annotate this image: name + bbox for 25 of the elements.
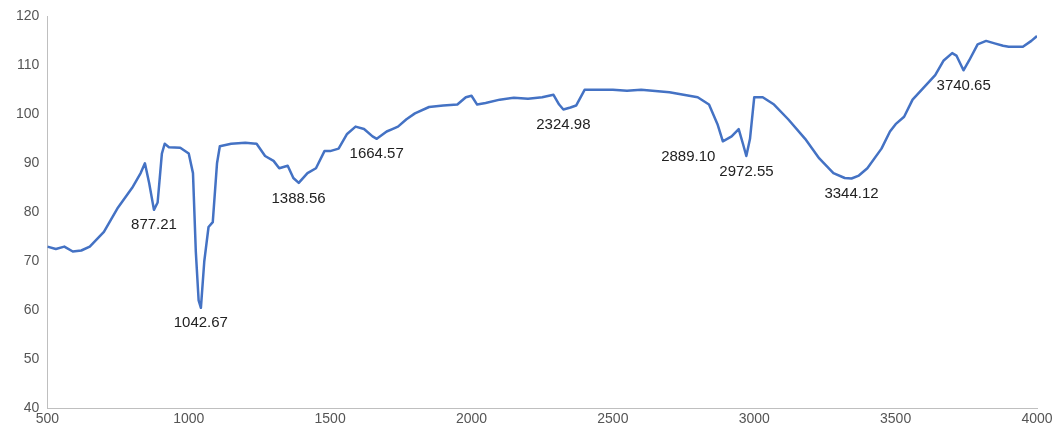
annotation: 2324.98 bbox=[536, 115, 591, 133]
x-tick-label: 2500 bbox=[597, 410, 629, 427]
annotation: 1042.67 bbox=[173, 313, 228, 331]
x-tick-label: 3500 bbox=[880, 410, 912, 427]
x-tick-label: 1500 bbox=[314, 410, 346, 427]
y-tick-label: 90 bbox=[23, 154, 40, 171]
annotation: 877.21 bbox=[131, 215, 177, 233]
annotation: 1664.57 bbox=[349, 144, 404, 162]
x-tick-label: 1000 bbox=[173, 410, 205, 427]
y-tick-label: 70 bbox=[23, 252, 40, 269]
y-tick-label: 50 bbox=[23, 350, 40, 367]
y-tick-label: 40 bbox=[23, 399, 40, 416]
y-tick-label: 100 bbox=[16, 105, 40, 122]
annotation: 3740.65 bbox=[936, 75, 991, 93]
x-tick-label: 2000 bbox=[455, 410, 488, 427]
y-tick-label: 120 bbox=[16, 7, 40, 24]
annotation: 2972.55 bbox=[719, 161, 774, 179]
annotation: 3344.12 bbox=[824, 184, 879, 202]
annotation: 1388.56 bbox=[271, 188, 326, 206]
y-tick-label: 60 bbox=[23, 301, 40, 318]
y-tick-label: 80 bbox=[23, 203, 40, 220]
x-tick-label: 3000 bbox=[738, 410, 771, 427]
x-tick-label: 4000 bbox=[1021, 410, 1053, 427]
y-tick-label: 110 bbox=[17, 56, 40, 73]
annotation: 2889.10 bbox=[661, 146, 716, 164]
